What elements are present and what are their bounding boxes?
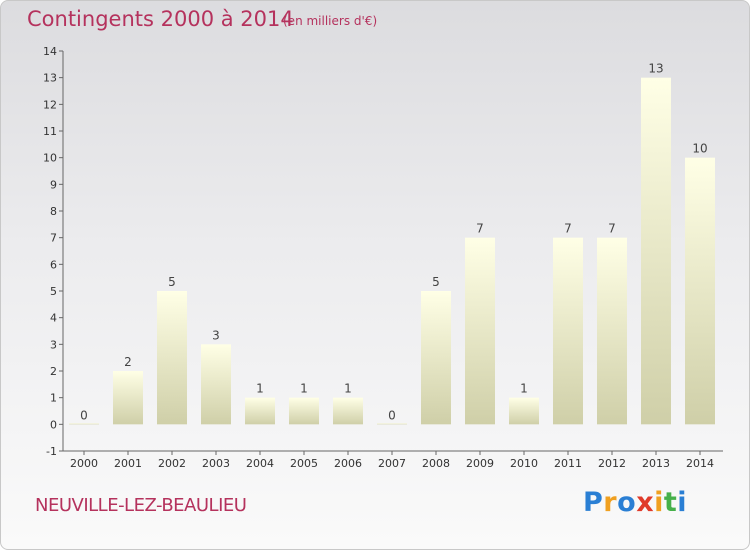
x-tick-label: 2006 — [334, 457, 362, 470]
bar — [377, 423, 407, 425]
y-tick-label: 11 — [43, 125, 57, 138]
bar — [113, 371, 143, 425]
x-tick-label: 2007 — [378, 457, 406, 470]
x-tick-label: 2008 — [422, 457, 450, 470]
x-tick-label: 2001 — [114, 457, 142, 470]
bar — [597, 237, 627, 425]
x-tick-label: 2004 — [246, 457, 274, 470]
bar — [333, 397, 363, 425]
data-label: 7 — [476, 222, 484, 236]
data-label: 2 — [124, 355, 132, 369]
data-label: 10 — [692, 142, 707, 156]
bar — [553, 237, 583, 425]
y-tick-label: 12 — [43, 98, 57, 111]
x-tick-label: 2000 — [70, 457, 98, 470]
logo-letter: i — [677, 487, 688, 518]
y-tick-label: 3 — [50, 338, 57, 351]
bar — [509, 397, 539, 425]
y-tick-label: 9 — [50, 178, 57, 191]
bar — [685, 157, 715, 425]
logo-letter: x — [636, 487, 655, 518]
logo-letter: o — [617, 487, 637, 518]
y-tick-label: 10 — [43, 152, 57, 165]
bar — [245, 397, 275, 425]
chart-title: Contingents 2000 à 2014 — [27, 7, 294, 31]
logo-letter: P — [583, 487, 604, 518]
bar — [465, 237, 495, 425]
data-label: 1 — [256, 382, 264, 396]
data-label: 7 — [608, 222, 616, 236]
y-tick-label: -1 — [46, 445, 57, 458]
y-tick-label: 14 — [43, 45, 57, 58]
x-tick-label: 2014 — [686, 457, 714, 470]
data-label: 13 — [648, 62, 663, 76]
x-tick-label: 2003 — [202, 457, 230, 470]
y-tick-label: 7 — [50, 232, 57, 245]
bar — [201, 344, 231, 425]
data-label: 5 — [168, 275, 176, 289]
bar — [289, 397, 319, 425]
bar — [421, 291, 451, 425]
chart-unit: (en milliers d'€) — [283, 14, 378, 28]
data-label: 1 — [344, 382, 352, 396]
x-tick-label: 2010 — [510, 457, 538, 470]
bar — [157, 291, 187, 425]
y-tick-label: 5 — [50, 285, 57, 298]
logo-letter: i — [654, 487, 664, 518]
data-label: 1 — [300, 382, 308, 396]
proxiti-logo: Proxiti — [583, 487, 687, 518]
y-tick-label: 13 — [43, 72, 57, 85]
y-tick-label: 0 — [50, 418, 57, 431]
data-label: 0 — [388, 408, 396, 422]
bar — [641, 77, 671, 425]
y-tick-label: 6 — [50, 258, 57, 271]
data-label: 3 — [212, 328, 220, 342]
logo-letter: r — [603, 487, 618, 518]
x-tick-label: 2005 — [290, 457, 318, 470]
y-tick-label: 8 — [50, 205, 57, 218]
x-tick-label: 2011 — [554, 457, 582, 470]
x-tick-label: 2012 — [598, 457, 626, 470]
logo-letter: t — [663, 487, 678, 518]
x-tick-label: 2013 — [642, 457, 670, 470]
x-tick-label: 2002 — [158, 457, 186, 470]
bar — [69, 423, 99, 425]
data-label: 7 — [564, 222, 572, 236]
y-tick-label: 2 — [50, 365, 57, 378]
place-name: NEUVILLE-LEZ-BEAULIEU — [35, 495, 247, 516]
y-tick-label: 4 — [50, 312, 57, 325]
data-label: 5 — [432, 275, 440, 289]
data-label: 0 — [80, 408, 88, 422]
x-tick-label: 2009 — [466, 457, 494, 470]
data-label: 1 — [520, 382, 528, 396]
y-tick-label: 1 — [50, 392, 57, 405]
